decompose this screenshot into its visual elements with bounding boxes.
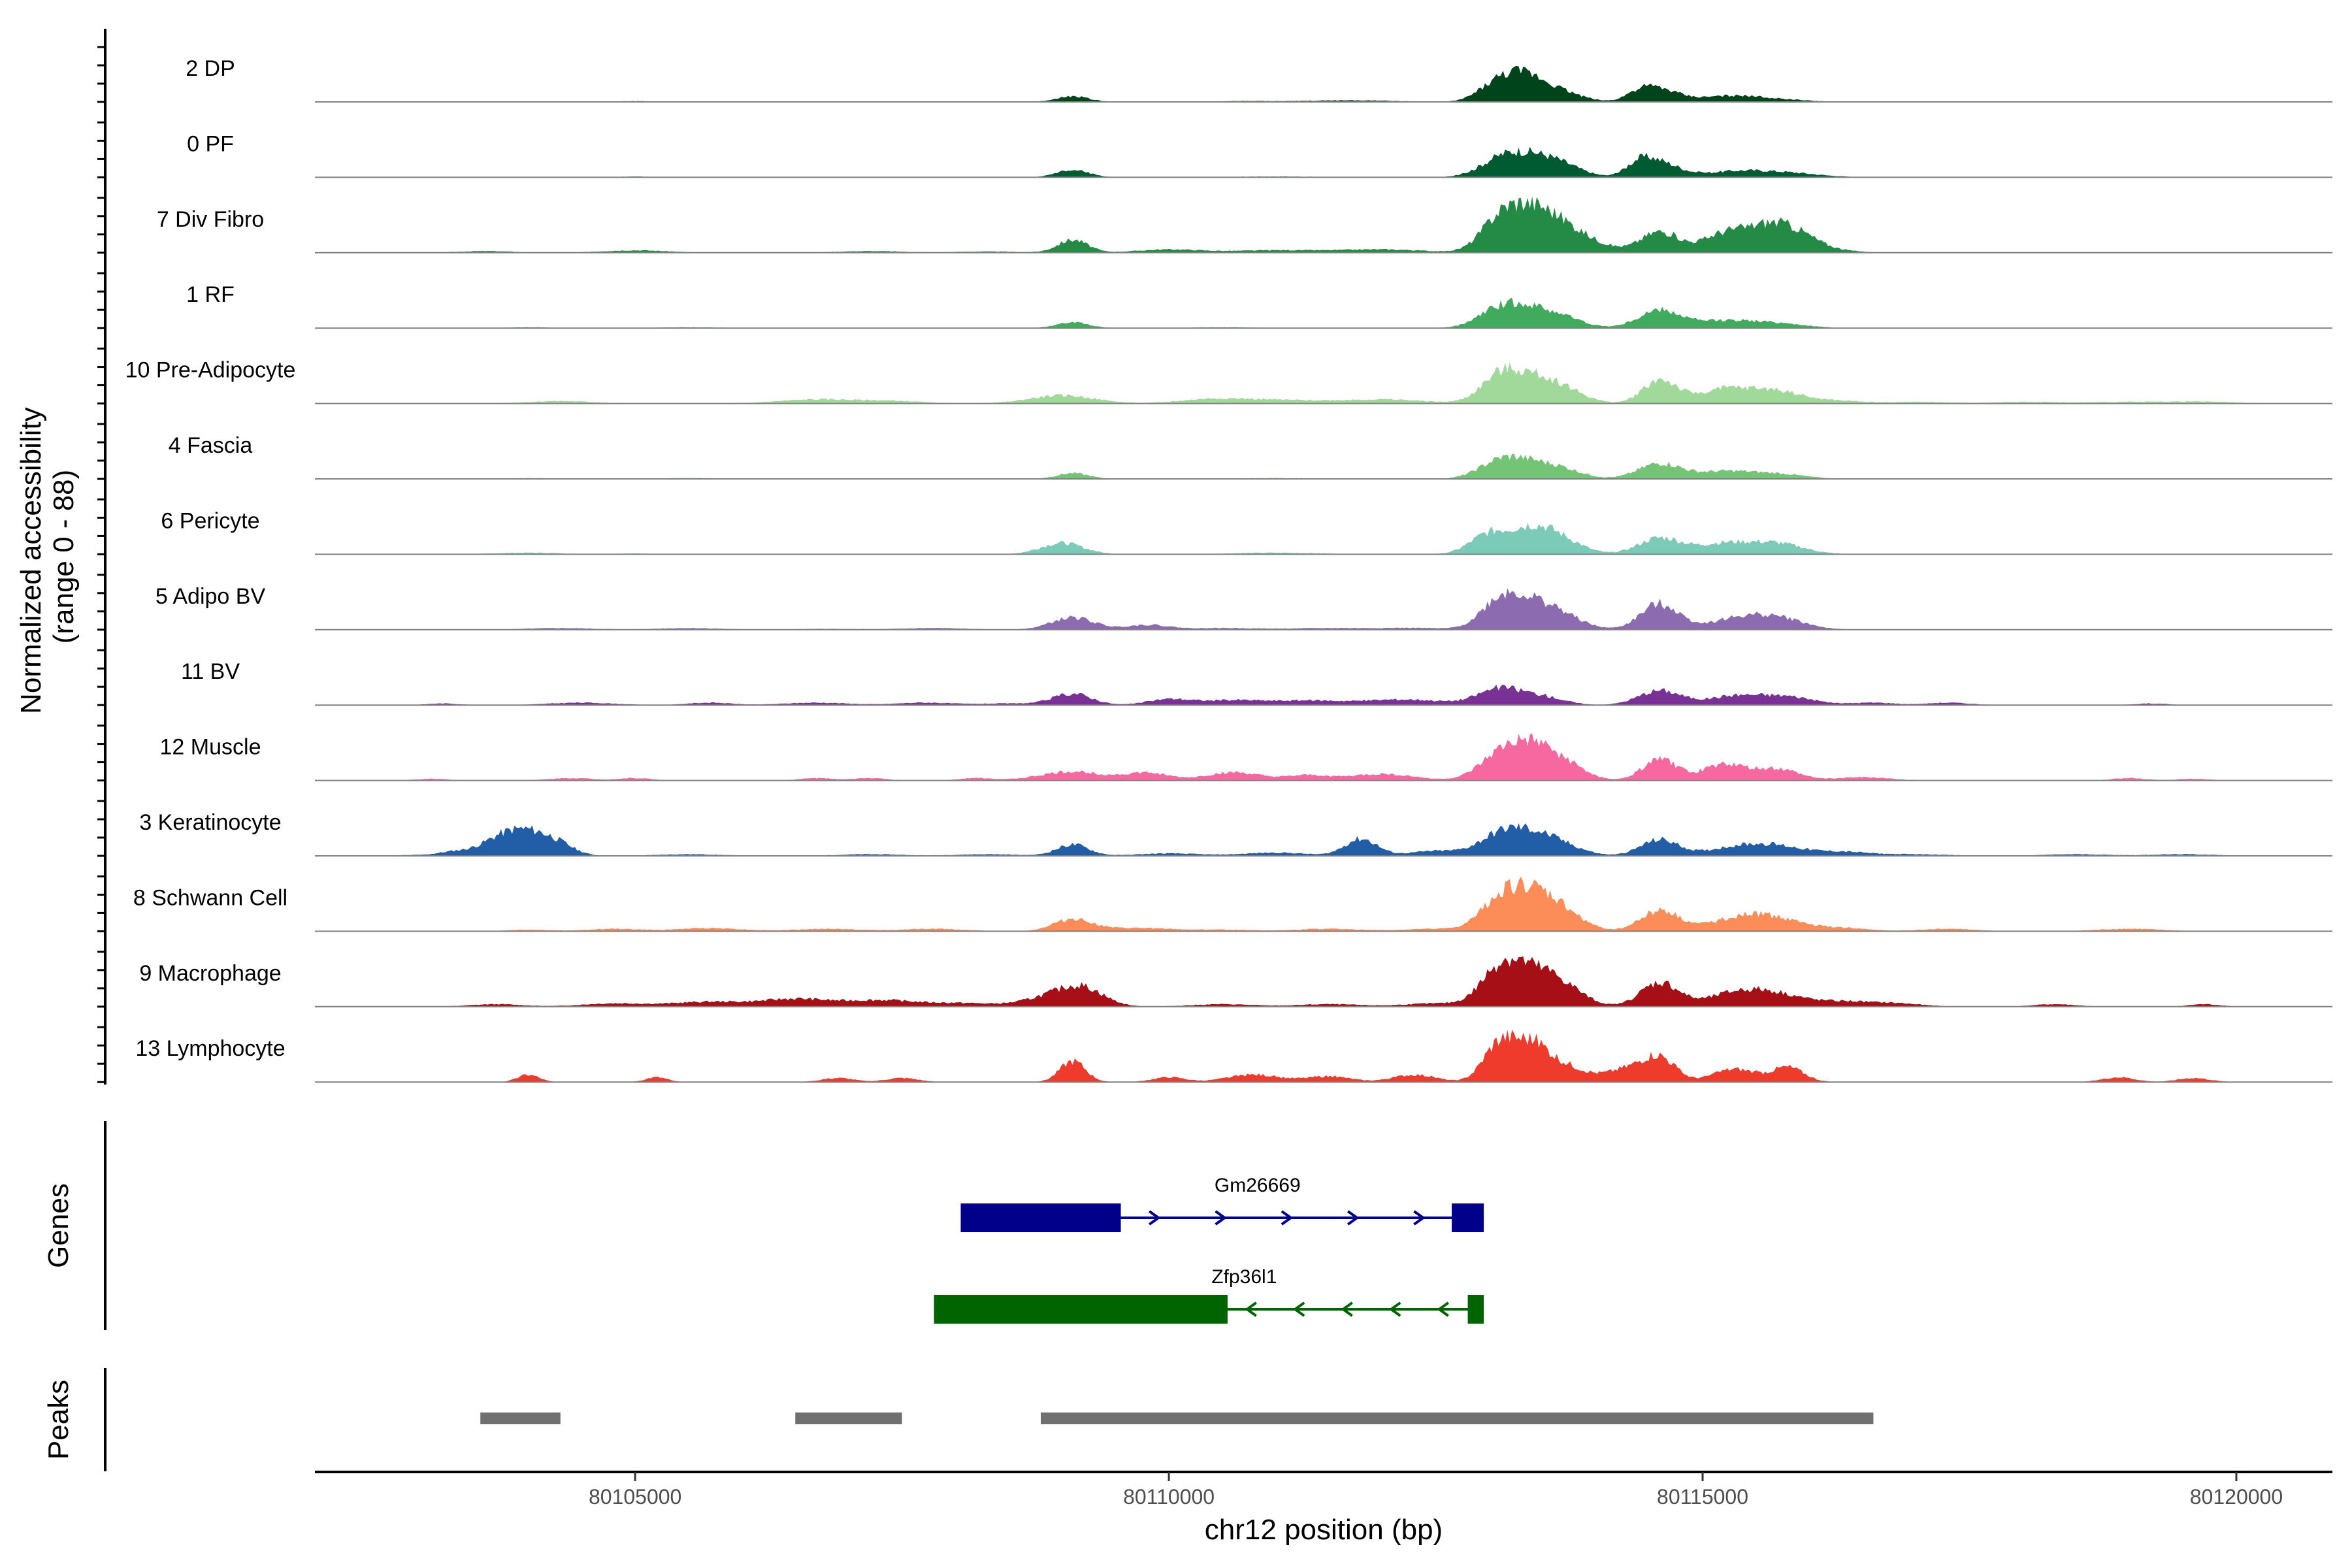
strand-arrow <box>1413 1210 1426 1226</box>
gene-label: Gm26669 <box>1215 1175 1301 1196</box>
track-1: 2 DP <box>186 56 2332 103</box>
gene-Gm26669: Gm26669 <box>960 1175 1484 1232</box>
y-axis-title: Normalized accessibility (range 0 - 88) <box>15 399 80 714</box>
strand-arrow <box>1347 1210 1360 1226</box>
genes-track-title: Genes <box>42 1183 74 1268</box>
track-12: 8 Schwann Cell <box>133 876 2332 932</box>
peaks-track-title: Peaks <box>42 1380 74 1460</box>
track-14: 13 Lymphocyte <box>135 1030 2332 1083</box>
track-label-10: 12 Muscle <box>160 735 261 760</box>
track-label-4: 1 RF <box>186 282 235 307</box>
x-tick-label: 80110000 <box>1123 1485 1215 1509</box>
x-tick-label: 80105000 <box>589 1485 681 1509</box>
strand-arrow <box>1149 1210 1161 1226</box>
track-label-6: 4 Fascia <box>169 433 253 458</box>
coverage-area-11 <box>315 823 2332 856</box>
strand-arrow <box>1215 1210 1227 1226</box>
track-label-2: 0 PF <box>187 131 234 156</box>
track-label-3: 7 Div Fibro <box>157 207 264 232</box>
peak-region-1 <box>480 1413 561 1424</box>
gene-annotation-track: Gm26669 Zfp36l1 <box>934 1175 1484 1324</box>
x-axis-title: chr12 position (bp) <box>1205 1514 1443 1546</box>
strand-arrow <box>1292 1301 1305 1317</box>
gene-Zfp36l1: Zfp36l1 <box>934 1266 1484 1324</box>
strand-arrow <box>1245 1301 1257 1317</box>
peak-region-3 <box>1041 1413 1874 1424</box>
track-label-5: 10 Pre-Adipocyte <box>125 358 296 383</box>
peak-region-2 <box>795 1413 902 1424</box>
track-label-13: 9 Macrophage <box>139 961 281 986</box>
gene-exon-1 <box>960 1203 1121 1232</box>
track-label-1: 2 DP <box>186 56 235 81</box>
track-7: 6 Pericyte <box>161 508 2332 555</box>
gene-exon-2 <box>1467 1295 1484 1324</box>
track-4: 1 RF <box>186 282 2332 329</box>
x-axis-ticks: 80105000 80110000 80115000 80120000 <box>589 1472 2283 1509</box>
gene-exon-1 <box>934 1295 1228 1324</box>
track-3: 7 Div Fibro <box>157 196 2332 253</box>
track-8: 5 Adipo BV <box>155 584 2332 630</box>
gene-exon-2 <box>1452 1203 1484 1232</box>
strand-arrow <box>1437 1301 1449 1317</box>
strand-arrow <box>1341 1301 1353 1317</box>
track-6: 4 Fascia <box>169 433 2332 480</box>
coverage-tracks: 2 DP 0 PF 7 Div Fibro 1 RF 10 Pre-Adipocyte 4… <box>125 56 2332 1083</box>
strand-arrow <box>1388 1301 1401 1317</box>
peaks-track <box>480 1413 1874 1424</box>
track-label-7: 6 Pericyte <box>161 508 259 533</box>
track-5: 10 Pre-Adipocyte <box>125 358 2332 404</box>
track-10: 12 Muscle <box>160 733 2332 781</box>
track-label-8: 5 Adipo BV <box>155 584 266 609</box>
track-label-14: 13 Lymphocyte <box>135 1036 285 1061</box>
track-label-11: 3 Keratinocyte <box>139 810 281 835</box>
x-tick-label: 80120000 <box>2190 1485 2283 1509</box>
x-tick-label: 80115000 <box>1657 1485 1748 1509</box>
coverage-y-ticks <box>97 46 105 1083</box>
track-label-9: 11 BV <box>181 659 240 684</box>
track-9: 11 BV <box>181 659 2332 706</box>
track-11: 3 Keratinocyte <box>139 810 2332 857</box>
gene-label: Zfp36l1 <box>1211 1266 1277 1288</box>
track-label-12: 8 Schwann Cell <box>133 885 287 910</box>
track-13: 9 Macrophage <box>139 956 2332 1007</box>
track-2: 0 PF <box>187 131 2332 178</box>
strand-arrow <box>1281 1210 1294 1226</box>
coverage-area-9 <box>315 684 2332 706</box>
